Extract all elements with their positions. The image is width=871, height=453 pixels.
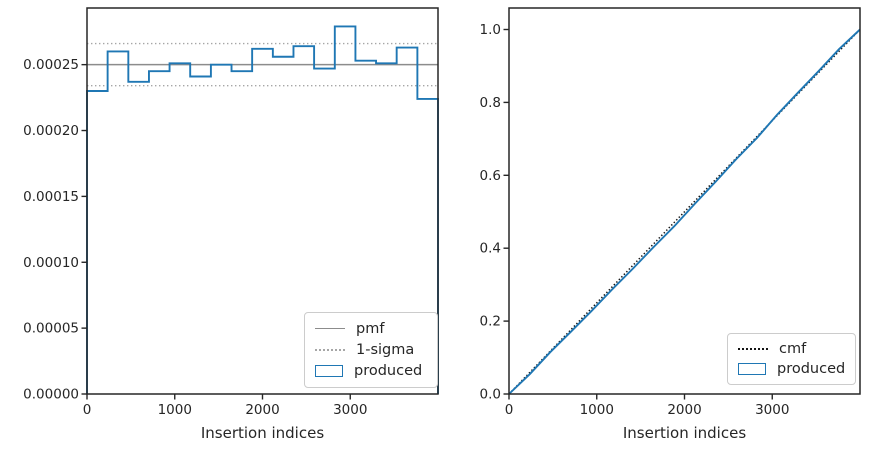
legend-row-produced-right: produced <box>738 359 845 379</box>
produced-swatch-right-icon <box>738 363 766 375</box>
left-plot-y-tick-label: 0.00020 <box>23 123 79 139</box>
left-plot-x-tick-label: 2000 <box>245 402 279 418</box>
left-plot-axes-frame <box>86 7 439 395</box>
right-plot-y-tick-label: 0.8 <box>480 95 501 111</box>
produced-swatch-icon <box>315 365 343 378</box>
sigma-line-swatch-icon <box>315 348 345 351</box>
left-plot-y-tick-label: 0.00005 <box>23 321 79 337</box>
produced-cmf-line <box>508 28 861 395</box>
cmf-line-swatch-icon <box>738 348 768 350</box>
left-plot-y-tick-label: 0.00000 <box>23 387 79 403</box>
legend-label-cmf: cmf <box>779 341 807 357</box>
right-plot-axes-frame <box>508 7 861 395</box>
legend-label-produced: produced <box>354 363 423 380</box>
legend-row-cmf: cmf <box>738 339 845 359</box>
right-plot-y-tick-label: 0.6 <box>480 168 501 184</box>
produced-step-histogram <box>86 25 439 394</box>
right-plot-y-tick-label: 0.0 <box>480 387 501 403</box>
legend-label-1-sigma: 1-sigma <box>356 341 415 358</box>
left-plot-x-tick-label: 3000 <box>333 402 367 418</box>
left-plot-y-tick-label: 0.00015 <box>23 189 79 205</box>
right-plot-x-tick-label: 1000 <box>580 402 614 418</box>
right-plot-y-tick-label: 1.0 <box>480 22 501 38</box>
left-plot-x-tick-label: 0 <box>83 402 92 418</box>
x-axis-label-right: Insertion indices <box>622 424 747 442</box>
right-plot-x-tick-label: 0 <box>505 402 514 418</box>
legend-row-pmf: pmf <box>315 318 427 339</box>
pmf-line-swatch-icon <box>315 328 345 330</box>
left-plot-y-tick-label: 0.00025 <box>23 57 79 73</box>
pmf-legend: pmf 1-sigma produced <box>304 312 438 388</box>
right-plot-x-tick-label: 2000 <box>667 402 701 418</box>
right-plot-y-tick-label: 0.4 <box>480 241 501 257</box>
legend-row-produced: produced <box>315 361 427 382</box>
legend-row-1-sigma: 1-sigma <box>315 339 427 360</box>
left-plot-x-tick-label: 1000 <box>158 402 192 418</box>
right-plot-y-tick-label: 0.2 <box>480 314 501 330</box>
right-plot-x-tick-label: 3000 <box>755 402 789 418</box>
cmf-legend: cmf produced <box>727 333 856 385</box>
legend-label-pmf: pmf <box>356 320 385 337</box>
x-axis-label-left: Insertion indices <box>200 424 325 442</box>
left-plot-y-tick-label: 0.00010 <box>23 255 79 271</box>
legend-label-produced-right: produced <box>777 361 846 377</box>
